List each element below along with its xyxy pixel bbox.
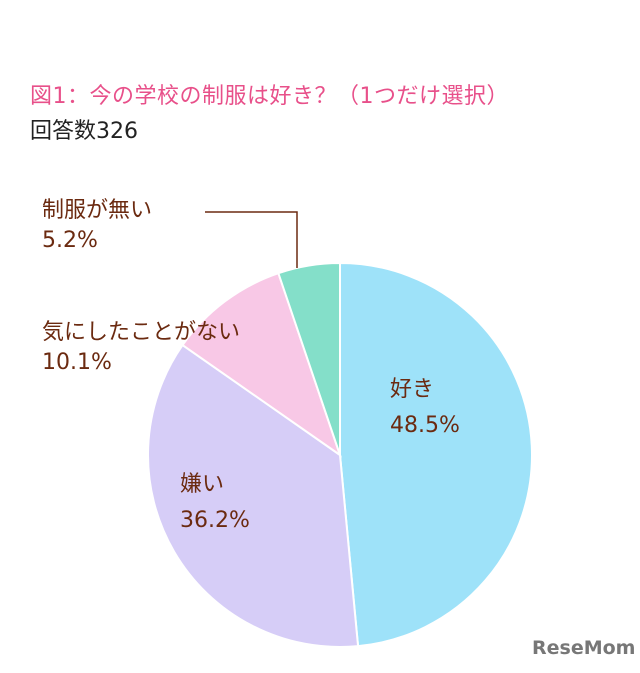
slice-value-label: 10.1% xyxy=(42,350,112,375)
slice-label-no-uniform: 制服が無い 5.2% xyxy=(42,196,152,256)
pie-slice xyxy=(147,343,360,648)
pie-slice xyxy=(181,271,342,458)
slice-value-label: 48.5% xyxy=(390,413,460,438)
slice-label-dislike: 嫌い 36.2% xyxy=(180,470,250,536)
chart-title: 図1：今の学校の制服は好き？（1つだけ選択） xyxy=(30,84,509,109)
slice-label-like: 好き 48.5% xyxy=(390,375,460,441)
slice-label: 好き xyxy=(390,377,435,402)
leader-line xyxy=(205,211,298,268)
slice-value-label: 5.2% xyxy=(42,228,98,253)
slice-label: 制服が無い xyxy=(42,198,153,223)
slice-value-label: 36.2% xyxy=(180,508,250,533)
slice-label: 嫌い xyxy=(180,472,225,497)
pie-slice xyxy=(339,261,533,648)
resemom-logo: ReseMom xyxy=(532,637,636,659)
response-count: 回答数326 xyxy=(30,119,138,144)
slice-label-never-cared: 気にしたことがない 10.1% xyxy=(42,318,240,378)
pie-slice xyxy=(277,261,341,456)
slice-label: 気にしたことがない xyxy=(42,320,241,345)
